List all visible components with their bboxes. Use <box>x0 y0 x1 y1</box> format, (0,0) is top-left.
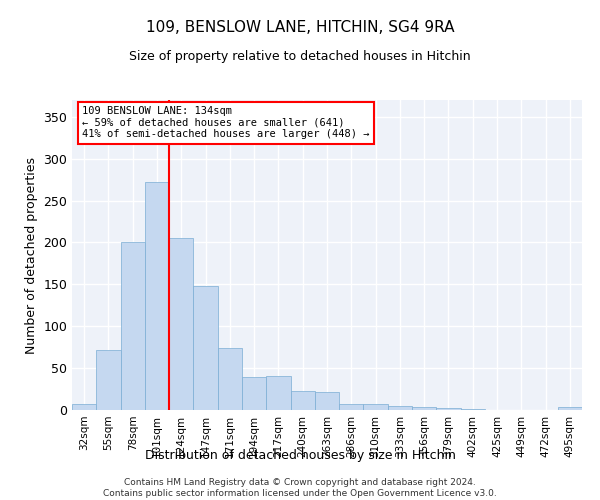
Bar <box>388 406 412 410</box>
Bar <box>72 404 96 410</box>
Bar <box>315 392 339 410</box>
Bar <box>339 404 364 410</box>
Bar <box>266 376 290 410</box>
Bar <box>461 409 485 410</box>
Bar <box>558 408 582 410</box>
Bar <box>364 404 388 410</box>
Bar <box>290 390 315 410</box>
Bar <box>193 286 218 410</box>
Bar <box>169 238 193 410</box>
Text: 109 BENSLOW LANE: 134sqm
← 59% of detached houses are smaller (641)
41% of semi-: 109 BENSLOW LANE: 134sqm ← 59% of detach… <box>82 106 370 140</box>
Bar <box>218 348 242 410</box>
Bar <box>412 408 436 410</box>
Y-axis label: Number of detached properties: Number of detached properties <box>25 156 38 354</box>
Bar <box>436 408 461 410</box>
Text: Contains HM Land Registry data © Crown copyright and database right 2024.
Contai: Contains HM Land Registry data © Crown c… <box>103 478 497 498</box>
Text: Distribution of detached houses by size in Hitchin: Distribution of detached houses by size … <box>145 448 455 462</box>
Text: 109, BENSLOW LANE, HITCHIN, SG4 9RA: 109, BENSLOW LANE, HITCHIN, SG4 9RA <box>146 20 454 35</box>
Bar <box>96 350 121 410</box>
Bar <box>242 378 266 410</box>
Bar <box>145 182 169 410</box>
Bar <box>121 242 145 410</box>
Text: Size of property relative to detached houses in Hitchin: Size of property relative to detached ho… <box>129 50 471 63</box>
